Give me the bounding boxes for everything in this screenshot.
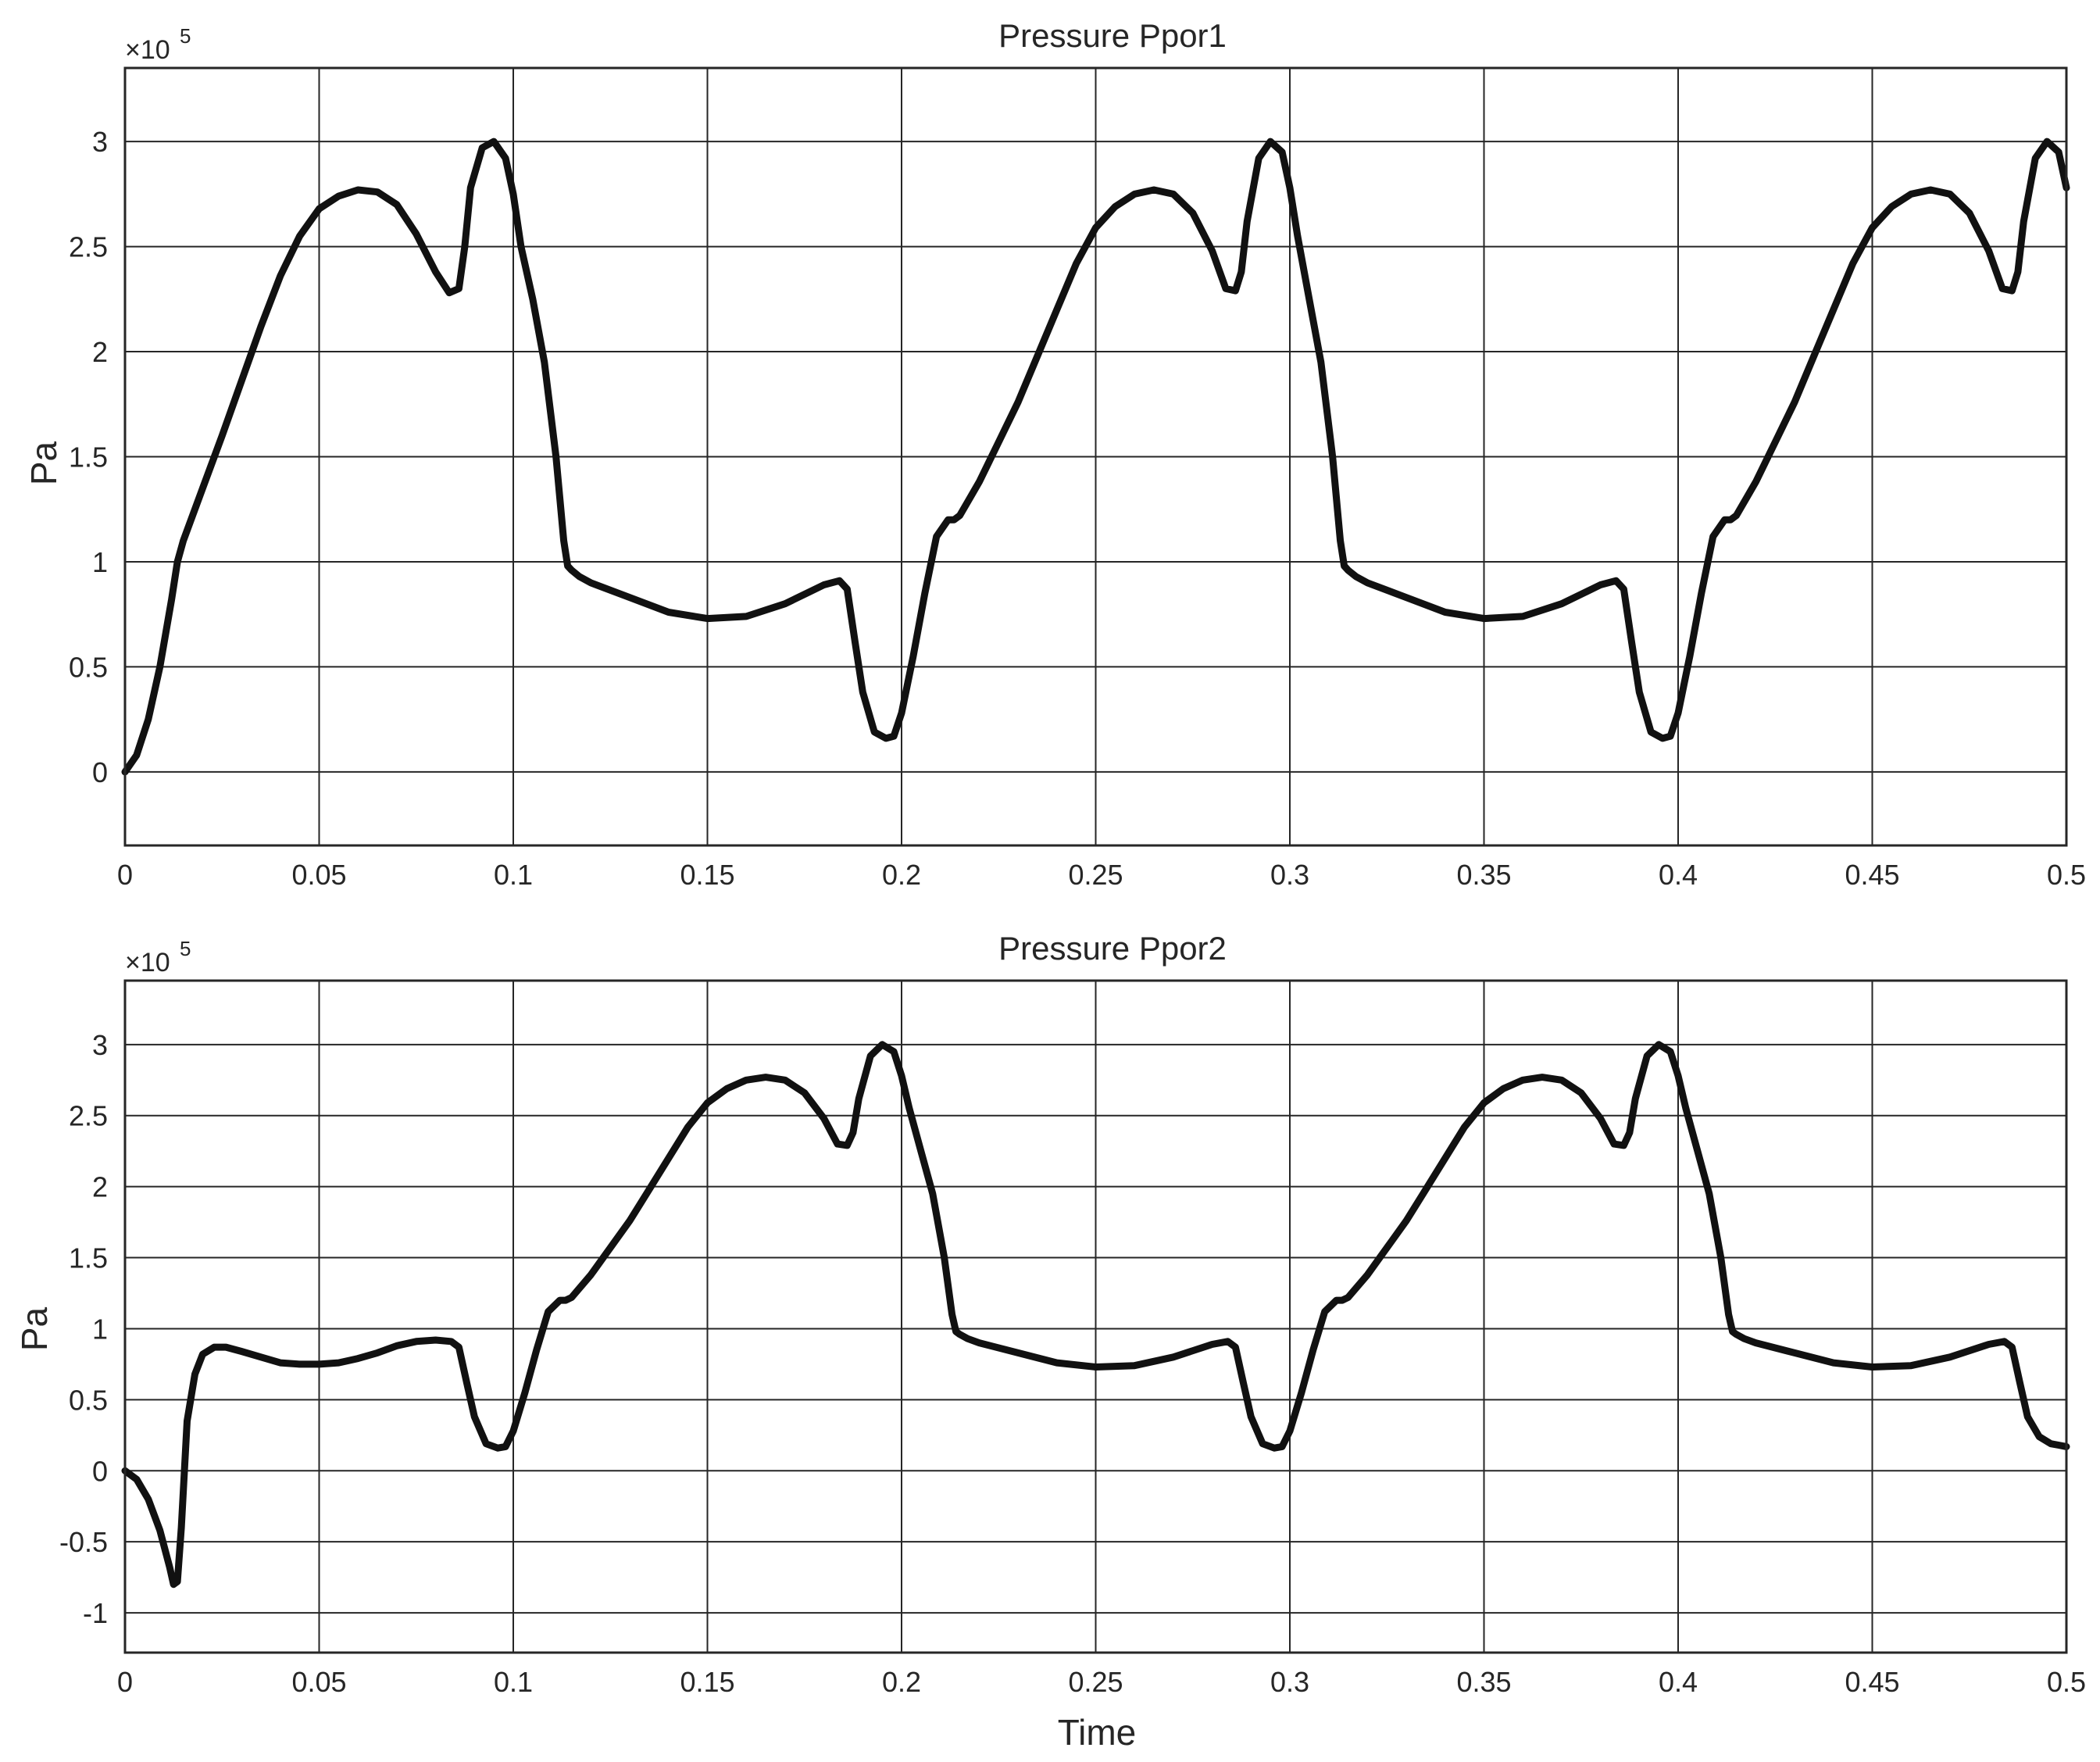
y-tick-label: 3 xyxy=(92,126,108,158)
x-tick-label: 0.05 xyxy=(291,1666,346,1698)
y-tick-label: 3 xyxy=(92,1029,108,1061)
x-tick-label: 0.45 xyxy=(1845,1666,1899,1698)
exponent-base: ×10 xyxy=(125,35,170,65)
y-tick-label: 1.5 xyxy=(69,441,108,474)
x-tick-labels: 0 0.05 0.1 0.15 0.2 0.25 0.3 0.35 0.4 0.45 0.5 xyxy=(117,1666,2086,1698)
y-tick-label: 0 xyxy=(92,1455,108,1487)
y-tick-labels: -1 -0.5 0 0.5 1 1.5 2 2.5 3 xyxy=(59,1029,108,1629)
y-tick-label: 0 xyxy=(92,756,108,788)
x-tick-label: 0.4 xyxy=(1659,1666,1698,1698)
x-tick-label: 0.45 xyxy=(1845,859,1899,891)
axes-frame xyxy=(123,66,2068,847)
y-tick-label: 1.5 xyxy=(69,1242,108,1274)
x-tick-label: 0 xyxy=(117,1666,133,1698)
exponent-base: ×10 xyxy=(125,948,170,977)
x-tick-label: 0.2 xyxy=(882,859,921,891)
x-tick-label: 0.05 xyxy=(291,859,346,891)
y-tick-label: 0.5 xyxy=(69,651,108,683)
y-tick-label: 0.5 xyxy=(69,1384,108,1416)
y-axis-label: Pa xyxy=(23,441,64,485)
plot-pressure-ppor2: Pressure Ppor2 ×10 5 Pa Time 0 0.05 0.1 0.1… xyxy=(14,930,2086,1753)
x-tick-label: 0.25 xyxy=(1068,859,1123,891)
x-tick-label: 0.15 xyxy=(680,1666,734,1698)
x-tick-label: 0.2 xyxy=(882,1666,921,1698)
x-tick-labels: 0 0.05 0.1 0.15 0.2 0.25 0.3 0.35 0.4 0.45 0.5 xyxy=(117,859,2086,891)
x-tick-label: 0.3 xyxy=(1270,1666,1309,1698)
y-tick-label: 1 xyxy=(92,1313,108,1345)
x-tick-label: 0.35 xyxy=(1456,859,1511,891)
x-tick-label: 0 xyxy=(117,859,133,891)
y-tick-label: 2 xyxy=(92,336,108,368)
grid xyxy=(124,981,2067,1653)
y-tick-label: -1 xyxy=(83,1597,108,1629)
x-tick-label: 0.3 xyxy=(1270,859,1309,891)
y-tick-label: 2 xyxy=(92,1171,108,1203)
x-tick-label: 0.1 xyxy=(494,859,533,891)
x-tick-label: 0.5 xyxy=(2047,1666,2086,1698)
exponent-label: ×10 5 xyxy=(125,24,191,65)
y-tick-label: -0.5 xyxy=(59,1526,108,1558)
plot-pressure-ppor1: Pressure Ppor1 ×10 5 Pa 0 0.05 0.1 0.15 0.2 0… xyxy=(23,17,2086,891)
x-tick-label: 0.4 xyxy=(1659,859,1698,891)
plot-title: Pressure Ppor2 xyxy=(998,930,1227,967)
axes-frame xyxy=(123,979,2068,1654)
x-axis-label: Time xyxy=(1058,1712,1137,1753)
x-tick-label: 0.1 xyxy=(494,1666,533,1698)
plot-title: Pressure Ppor1 xyxy=(998,17,1227,54)
y-tick-labels: 0 0.5 1 1.5 2 2.5 3 xyxy=(69,126,108,788)
x-tick-label: 0.5 xyxy=(2047,859,2086,891)
x-tick-label: 0.35 xyxy=(1456,1666,1511,1698)
y-tick-label: 1 xyxy=(92,546,108,578)
exponent-label: ×10 5 xyxy=(125,937,191,977)
y-axis-label: Pa xyxy=(14,1306,55,1351)
x-tick-label: 0.15 xyxy=(680,859,734,891)
y-tick-label: 2.5 xyxy=(69,231,108,263)
y-tick-label: 2.5 xyxy=(69,1100,108,1132)
grid xyxy=(124,68,2067,845)
series-line xyxy=(121,138,2070,776)
exponent-power: 5 xyxy=(180,937,191,960)
exponent-power: 5 xyxy=(180,24,191,48)
x-tick-label: 0.25 xyxy=(1068,1666,1123,1698)
series-line xyxy=(121,1041,2070,1589)
